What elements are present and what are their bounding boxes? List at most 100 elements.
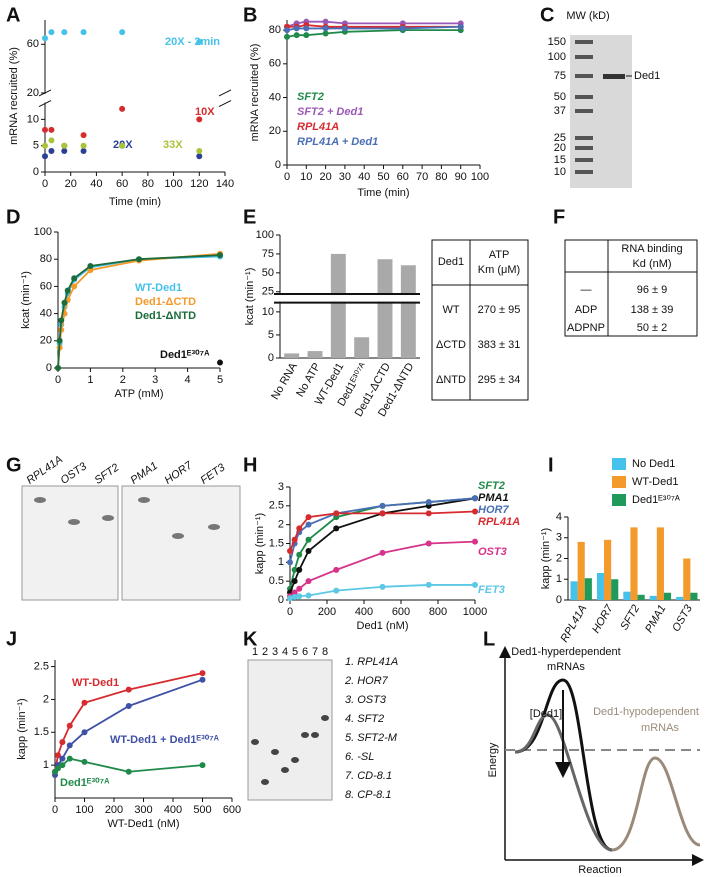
data-point <box>42 126 48 133</box>
x-tick-label: 5 <box>217 374 223 386</box>
panel-label: L <box>483 628 495 650</box>
x-tick-label: RPL41A <box>558 603 589 644</box>
y-tick-label: 1 <box>43 759 49 771</box>
legend-swatch <box>612 476 626 488</box>
data-point <box>284 27 290 34</box>
y-tick-label: 60 <box>269 58 281 70</box>
data-point <box>217 359 223 366</box>
bar <box>584 578 592 600</box>
diagram-label: Ded1-hyperdependent <box>511 646 620 658</box>
x-tick-label: 80 <box>142 178 154 190</box>
ladder-band <box>575 55 593 59</box>
data-point <box>305 536 312 543</box>
x-tick-label: 600 <box>392 606 410 618</box>
ladder-band <box>575 158 593 162</box>
table-cell: ADPNP <box>567 322 605 334</box>
x-tick-label: 60 <box>397 171 409 183</box>
data-point <box>199 676 206 683</box>
mw-marker: 37 <box>554 105 566 117</box>
x-tick-label: 2 <box>120 374 126 386</box>
bar <box>570 581 578 600</box>
x-tick-label: 500 <box>193 804 211 816</box>
data-point <box>425 499 432 506</box>
bar <box>630 527 638 600</box>
data-point <box>296 525 303 532</box>
bar <box>577 541 585 600</box>
data-point <box>287 595 293 602</box>
y-tick-label: 2 <box>556 552 562 564</box>
x-tick-label: SFT2 <box>618 603 642 632</box>
gel-image <box>247 659 333 801</box>
x-tick-label: 400 <box>164 804 182 816</box>
gel-band <box>321 715 329 721</box>
series-label: PMA1 <box>478 492 509 504</box>
data-point <box>71 275 78 282</box>
axis-label: Energy <box>487 742 499 777</box>
y-tick-label: 20 <box>27 87 39 99</box>
data-point <box>296 566 303 573</box>
y-tick-label: 20 <box>269 125 281 137</box>
table-cell: ADP <box>575 304 598 316</box>
series-label: 10X <box>195 106 215 118</box>
data-point <box>61 29 68 36</box>
gray-curve <box>514 713 613 852</box>
mw-marker: 150 <box>548 36 566 48</box>
y-tick-label: 50 <box>262 267 274 279</box>
series-label: RPL41A <box>478 516 520 528</box>
x-tick-label: 10 <box>300 171 312 183</box>
lane-number: 2 <box>262 646 268 658</box>
data-point <box>296 593 303 600</box>
bar <box>377 259 393 358</box>
data-point <box>42 153 48 160</box>
series-label: 20X - 2min <box>165 36 220 48</box>
panel-label: H <box>243 454 257 476</box>
y-tick-label: 100 <box>256 229 274 241</box>
bar <box>676 596 684 600</box>
data-point <box>66 742 73 749</box>
data-point <box>287 559 293 566</box>
series-label: RPL41A <box>297 121 339 133</box>
data-point <box>196 38 203 45</box>
lane-number: 8 <box>322 646 328 658</box>
data-point <box>196 116 203 123</box>
hypo-curve <box>611 756 701 852</box>
data-point <box>305 521 312 528</box>
axis-break <box>39 93 51 103</box>
break-mark <box>38 100 52 108</box>
bar <box>649 595 657 600</box>
data-point <box>59 762 66 769</box>
data-point <box>125 703 132 709</box>
break-mark <box>218 100 232 108</box>
x-tick-label: 120 <box>190 178 208 190</box>
bar <box>354 337 370 358</box>
data-point <box>54 752 61 759</box>
x-tick-label: 70 <box>416 171 428 183</box>
table-cell: ΔCTD <box>436 339 466 351</box>
y-tick-label: 75 <box>262 248 274 260</box>
data-point <box>472 495 478 502</box>
gel-image <box>121 485 241 601</box>
x-tick-label: 1000 <box>463 606 487 618</box>
x-tick-label: 3 <box>152 374 158 386</box>
data-point <box>333 587 340 594</box>
x-tick-label: 20 <box>65 178 77 190</box>
y-tick-label: 0 <box>33 166 39 178</box>
x-tick-label: 80 <box>435 171 447 183</box>
series-label: FET3 <box>478 584 505 596</box>
series-label: Ded1-ΔCTD <box>135 296 196 308</box>
y-tick-label: 2 <box>43 693 49 705</box>
data-point <box>61 147 68 154</box>
table-cell: 96 ± 9 <box>637 284 668 296</box>
data-point <box>472 581 478 588</box>
series-label: SFT2 <box>478 480 505 492</box>
y-tick-label: 2 <box>278 519 284 531</box>
y-tick-label: 0 <box>556 594 562 606</box>
lane-key: 1. RPL41A <box>345 656 398 668</box>
data-point <box>425 581 432 588</box>
data-point <box>305 578 312 585</box>
table-cell: 50 ± 2 <box>637 322 668 334</box>
y-tick-label: 2.5 <box>34 660 49 672</box>
data-point <box>379 583 386 590</box>
